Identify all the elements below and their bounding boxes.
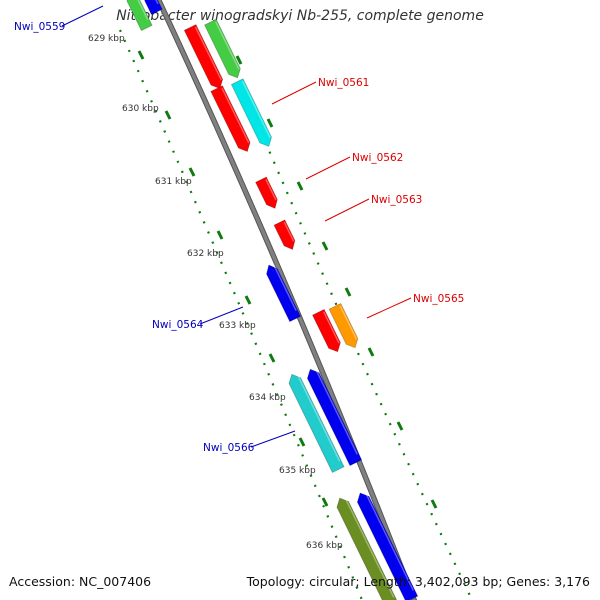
gene-arrow-red-5-body	[311, 308, 341, 353]
tick-track-left	[118, 29, 364, 600]
gene-arrow-teal-1-body	[288, 373, 345, 474]
major-tick-left-4	[244, 295, 252, 305]
leader-line-nwi_0563	[324, 198, 370, 222]
accession-text: Accession: NC_007406	[9, 574, 152, 589]
major-tick-left-0	[137, 50, 145, 60]
gene-arrow-red-2	[210, 85, 251, 152]
leader-line-nwi_0566	[250, 430, 296, 448]
gene-arrow-orange-1	[328, 302, 359, 349]
gene-label-nwi_0563: Nwi_0563	[371, 194, 422, 206]
major-tick-right-4	[344, 287, 352, 297]
gene-arrow-red-3-body	[255, 176, 278, 209]
gene-arrow-green-top-highlight	[133, 0, 149, 21]
gene-arrow-red-3-highlight	[265, 179, 277, 201]
gene-arrow-green-top	[126, 0, 153, 32]
genome-title: Nitrobacter winogradskyi Nb-255, complet…	[116, 8, 484, 24]
gene-arrow-red-5	[311, 308, 341, 353]
major-tick-left-2	[188, 167, 196, 177]
major-tick-right-6	[396, 421, 404, 431]
kbp-label: 636 kbp	[306, 541, 343, 551]
gene-arrow-red-4-body	[273, 219, 296, 251]
backbone-line	[156, 0, 416, 600]
major-tick-left-5	[268, 353, 276, 363]
major-tick-right-2	[296, 181, 304, 191]
major-tick-right-1	[266, 118, 274, 128]
gene-arrow-cyan-1-body	[230, 78, 272, 147]
gene-arrow-teal-1-highlight	[296, 373, 341, 462]
major-tick-left-7	[321, 497, 329, 507]
gene-arrow-blue-3-body	[356, 492, 419, 600]
kbp-label: 630 kbp	[122, 104, 159, 114]
leader-line-nwi_0559	[61, 5, 104, 27]
gene-arrow-blue-3-highlight	[364, 492, 414, 591]
gene-arrow-green-top-body	[126, 0, 153, 32]
gene-arrow-red-2-body	[210, 85, 251, 152]
gene-arrow-cyan-1	[230, 78, 272, 147]
kbp-label: 634 kbp	[249, 393, 286, 403]
gene-arrow-orange-1-body	[328, 302, 359, 349]
gene-arrow-red-3	[255, 176, 278, 209]
gene-label-nwi_0565: Nwi_0565	[413, 293, 464, 305]
kbp-label: 633 kbp	[219, 321, 256, 331]
gene-arrow-red-4-highlight	[283, 222, 295, 242]
gene-arrow-blue-2-body	[307, 368, 363, 467]
gene-arrow-olive-1-body	[336, 497, 399, 600]
gene-arrow-blue-1-highlight	[273, 264, 297, 312]
gene-arrow-blue-1	[266, 264, 302, 323]
gene-arrow-red-2-highlight	[221, 87, 250, 144]
gene-arrow-olive-1-highlight	[344, 497, 395, 598]
leader-line-nwi_0562	[305, 156, 351, 180]
leader-line-nwi_0561	[271, 81, 317, 105]
kbp-label: 632 kbp	[187, 249, 224, 259]
gene-arrow-blue-top-body	[144, 0, 163, 16]
gene-arrow-blue-3	[356, 492, 419, 600]
major-tick-right-7	[430, 499, 438, 509]
gene-arrow-blue-2-highlight	[314, 368, 358, 455]
gene-arrow-green-1	[204, 18, 241, 79]
major-tick-left-6	[298, 437, 306, 447]
genome-info-text: Topology: circular; Length: 3,402,093 bp…	[246, 574, 590, 589]
major-tick-right-5	[367, 347, 375, 357]
leader-line-nwi_0564	[199, 306, 244, 325]
kbp-label: 631 kbp	[155, 177, 192, 187]
gene-label-nwi_0564: Nwi_0564	[152, 319, 204, 331]
major-tick-left-1	[164, 110, 172, 120]
gene-arrow-blue-top-highlight	[151, 0, 159, 5]
gene-arrow-blue-1-body	[266, 264, 302, 323]
gene-arrow-red-5-highlight	[323, 311, 340, 344]
gene-label-nwi_0566: Nwi_0566	[203, 442, 255, 454]
kbp-label: 635 kbp	[279, 466, 316, 476]
gene-arrow-olive-1	[336, 497, 399, 600]
major-tick-right-3	[321, 241, 329, 251]
major-tick-left-3	[216, 230, 224, 240]
kbp-label: 629 kbp	[88, 34, 125, 44]
gene-arrow-orange-1-highlight	[339, 305, 358, 340]
gene-arrow-red-1	[183, 24, 224, 90]
gene-arrow-teal-1	[288, 373, 345, 474]
gene-arrow-red-1-highlight	[194, 26, 223, 81]
gene-arrow-green-1-highlight	[215, 21, 240, 70]
gene-arrow-blue-2	[307, 368, 363, 467]
gene-label-nwi_0562: Nwi_0562	[352, 152, 403, 164]
major-tick-right-0	[235, 55, 243, 65]
gene-arrow-green-1-body	[204, 18, 241, 79]
gene-arrow-blue-top	[144, 0, 163, 16]
gene-arrow-red-4	[273, 219, 296, 251]
gene-arrow-red-1-body	[183, 24, 224, 90]
leader-line-nwi_0565	[366, 297, 412, 319]
gene-label-nwi_0559: Nwi_0559	[14, 21, 65, 33]
gene-label-nwi_0561: Nwi_0561	[318, 77, 369, 89]
gene-arrow-cyan-1-highlight	[241, 80, 271, 139]
